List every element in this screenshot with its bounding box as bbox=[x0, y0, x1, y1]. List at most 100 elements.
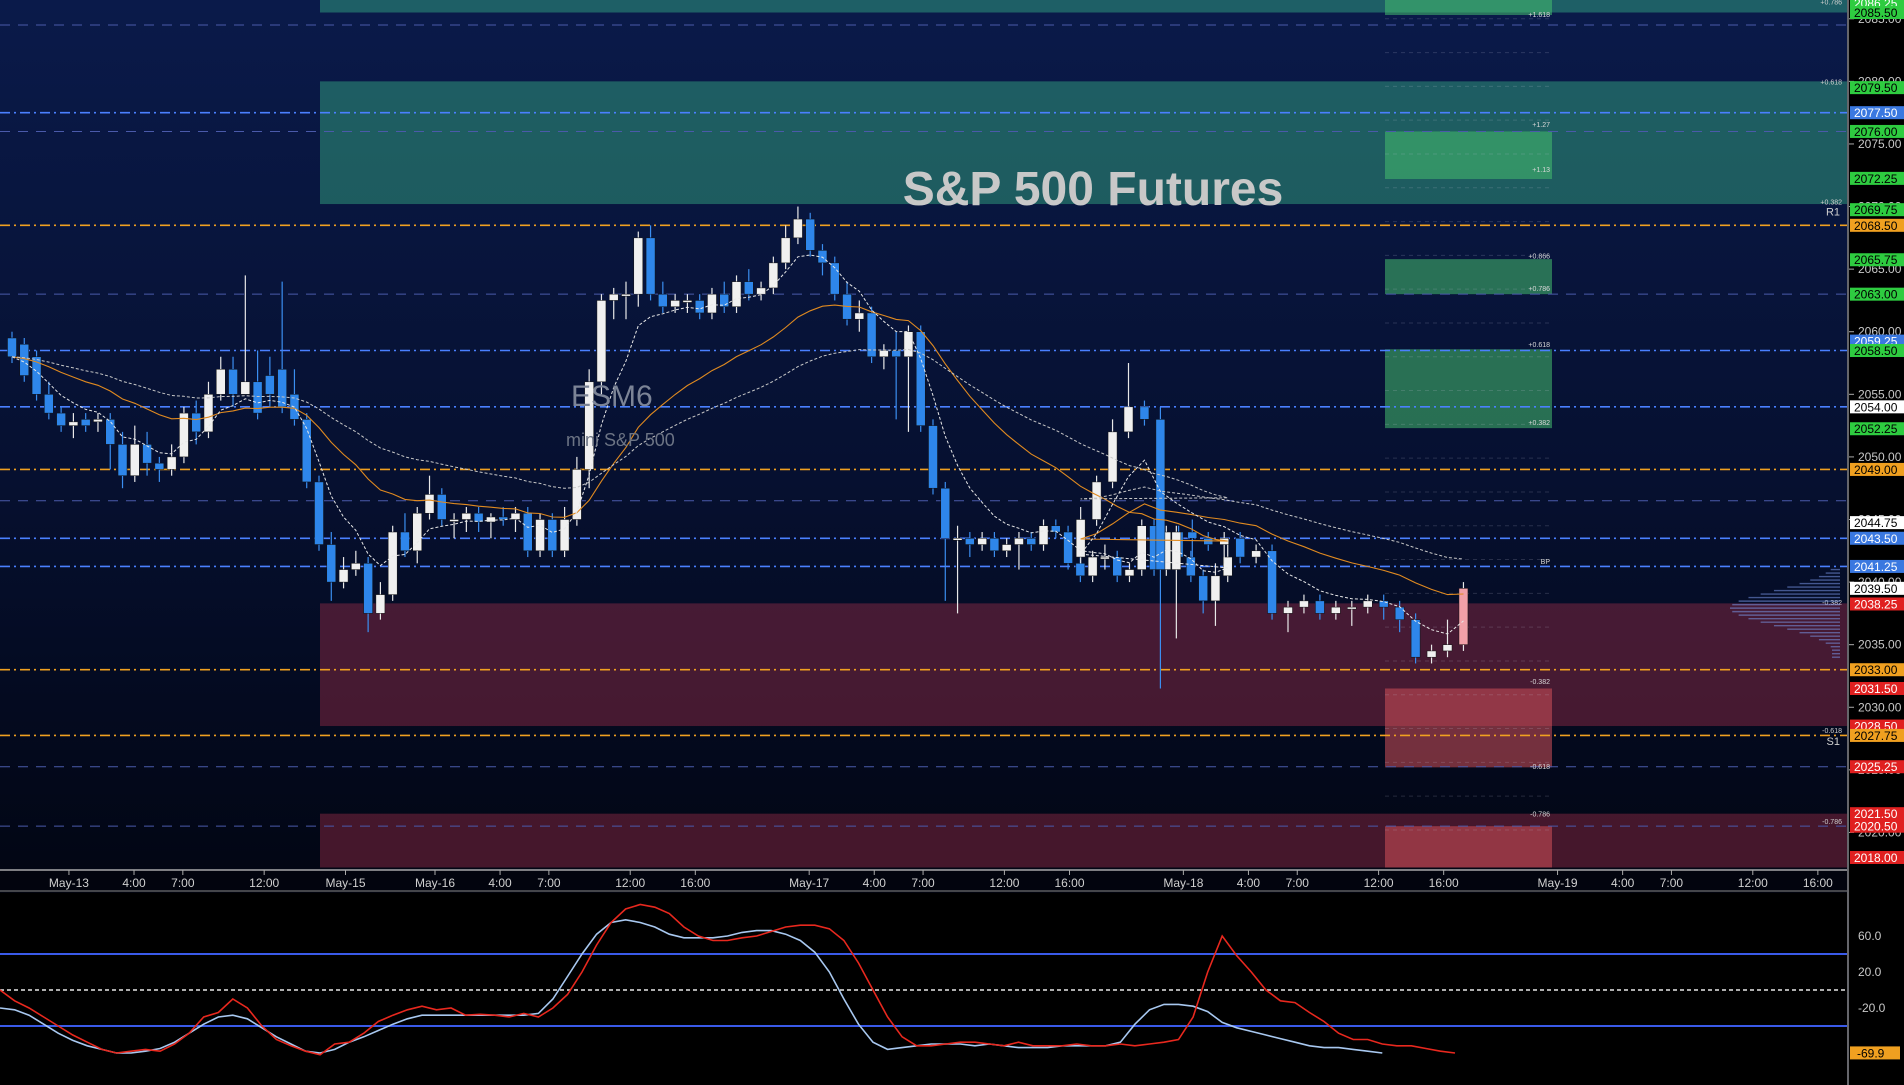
candle-body bbox=[117, 444, 128, 476]
price-label-box bbox=[1850, 462, 1904, 476]
candle-body bbox=[1410, 619, 1421, 658]
time-label: 16:00 bbox=[1054, 876, 1084, 890]
candle-body bbox=[707, 293, 717, 314]
candle-body bbox=[719, 293, 729, 307]
candle-body bbox=[1210, 575, 1221, 602]
price-label: 2044.75 bbox=[1854, 516, 1898, 530]
fib-label: -0.382 bbox=[1822, 600, 1842, 607]
candle-body bbox=[559, 519, 570, 552]
candle-body bbox=[1107, 431, 1118, 483]
price-label: 2052.25 bbox=[1854, 422, 1898, 436]
oscillator-fast-line bbox=[0, 903, 1456, 1056]
chart-title: S&P 500 Futures bbox=[902, 163, 1284, 216]
projection-label: +1.27 bbox=[1532, 122, 1550, 129]
candle-body bbox=[1267, 550, 1277, 614]
candle-body bbox=[93, 419, 103, 423]
price-label-box bbox=[1850, 807, 1904, 821]
price-label-box bbox=[1850, 253, 1904, 267]
price-label: 2043.50 bbox=[1854, 532, 1898, 546]
candle-body bbox=[179, 412, 189, 458]
candle-body bbox=[1063, 531, 1073, 564]
candle-body bbox=[1235, 538, 1245, 558]
candle-body bbox=[940, 487, 951, 539]
oscillator-tick-label: -20.0 bbox=[1858, 1001, 1886, 1015]
fib-label: +0.786 bbox=[1820, 0, 1842, 6]
price-label: 2039.50 bbox=[1854, 582, 1898, 596]
oscillator-current-box bbox=[1850, 1046, 1900, 1060]
candle-body bbox=[1087, 556, 1098, 577]
price-label-box bbox=[1850, 0, 1904, 10]
fib-label: -0.618 bbox=[1822, 728, 1842, 735]
price-tick-label: 2055.00 bbox=[1858, 387, 1902, 401]
time-label: 16:00 bbox=[680, 876, 710, 890]
candle-body bbox=[252, 381, 263, 414]
candle-body bbox=[621, 293, 631, 297]
oscillator-tick-label: 20.0 bbox=[1858, 965, 1882, 979]
candle-body bbox=[1198, 575, 1208, 602]
price-label-box bbox=[1850, 287, 1904, 301]
candle-body bbox=[498, 516, 508, 520]
candle-body bbox=[1458, 588, 1469, 645]
price-label: 2021.50 bbox=[1854, 807, 1898, 821]
candle-body bbox=[670, 300, 680, 307]
projection-box-green bbox=[1385, 349, 1552, 429]
time-label: 4:00 bbox=[863, 876, 887, 890]
candle-body bbox=[461, 512, 472, 520]
candle-body bbox=[314, 481, 324, 545]
candle-body bbox=[363, 563, 373, 614]
candle-body bbox=[805, 218, 815, 251]
candle-body bbox=[928, 425, 938, 489]
price-label: 2033.00 bbox=[1854, 663, 1898, 677]
time-label: 7:00 bbox=[537, 876, 561, 890]
candle-body bbox=[166, 456, 177, 470]
candle-body bbox=[437, 494, 447, 520]
price-label: 2058.50 bbox=[1854, 344, 1898, 358]
candle-body bbox=[1251, 550, 1261, 558]
candle-body bbox=[265, 375, 275, 395]
price-label: 2063.00 bbox=[1854, 288, 1898, 302]
candle-body bbox=[1075, 563, 1086, 577]
candle-body bbox=[694, 300, 705, 314]
oscillator-tick-label: 60.0 bbox=[1858, 929, 1882, 943]
candle-body bbox=[879, 350, 889, 358]
candle-body bbox=[68, 421, 79, 426]
candle-body bbox=[424, 494, 435, 514]
candle-body bbox=[731, 281, 742, 307]
candle-body bbox=[449, 519, 459, 522]
level-tag: R1 bbox=[1826, 207, 1840, 219]
price-label-box bbox=[1850, 531, 1904, 545]
price-label-box bbox=[1850, 203, 1904, 217]
candle-body bbox=[1426, 650, 1437, 658]
candle-body bbox=[903, 331, 914, 358]
price-label-box bbox=[1850, 760, 1904, 774]
time-label: 4:00 bbox=[1237, 876, 1261, 890]
candle-body bbox=[854, 312, 865, 320]
price-tick-label: 2075.00 bbox=[1858, 137, 1902, 151]
zone-green bbox=[320, 81, 1847, 205]
time-label: May-17 bbox=[789, 876, 829, 890]
candle-body bbox=[1014, 538, 1024, 545]
price-label-box bbox=[1850, 400, 1904, 414]
candle-body bbox=[228, 369, 238, 395]
candle-body bbox=[965, 538, 975, 545]
candle-body bbox=[1394, 606, 1405, 620]
candle-body bbox=[1171, 531, 1182, 570]
projection-label: +0.618 bbox=[1528, 342, 1550, 349]
price-label: 2085.50 bbox=[1854, 6, 1898, 20]
time-label: 4:00 bbox=[1611, 876, 1635, 890]
candle-body bbox=[1283, 606, 1293, 614]
time-label: May-19 bbox=[1538, 876, 1578, 890]
candle-body bbox=[240, 381, 251, 395]
fib-label: +0.382 bbox=[1820, 200, 1842, 207]
candle-body bbox=[80, 419, 91, 426]
candle-body bbox=[633, 237, 644, 295]
candle-body bbox=[793, 218, 803, 239]
candle-body bbox=[31, 356, 42, 395]
candle-body bbox=[744, 281, 754, 295]
price-label: 2069.75 bbox=[1854, 203, 1898, 217]
candle-body bbox=[572, 469, 582, 520]
projection-box-green bbox=[1385, 259, 1552, 295]
moving-average-white-slow bbox=[11, 348, 1464, 560]
candle-body bbox=[1137, 525, 1147, 570]
